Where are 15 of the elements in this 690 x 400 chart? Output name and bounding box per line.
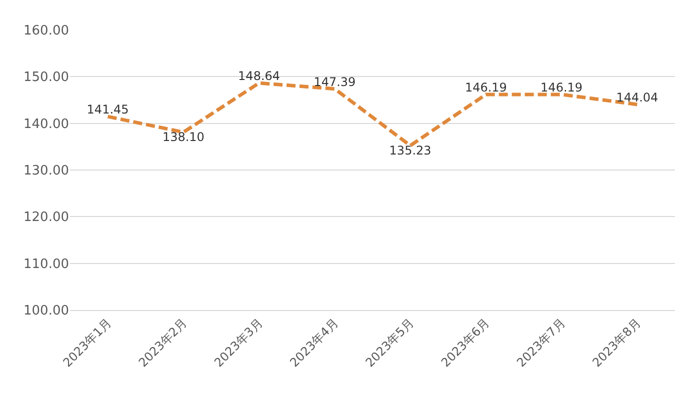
y-tick-label: 110.00 xyxy=(24,256,69,272)
data-label: 146.19 xyxy=(540,80,583,94)
data-label: 135.23 xyxy=(389,144,432,158)
y-tick-label: 160.00 xyxy=(24,24,69,39)
data-label: 146.19 xyxy=(464,80,507,94)
y-tick-label: 150.00 xyxy=(24,70,69,86)
y-tick-label: 130.00 xyxy=(24,164,69,179)
y-tick-label: 100.00 xyxy=(24,304,69,319)
y-tick-label: 120.00 xyxy=(24,210,69,226)
data-label: 148.64 xyxy=(238,69,280,84)
data-label: 138.10 xyxy=(162,130,204,144)
y-tick-label: 140.00 xyxy=(24,116,69,132)
data-label: 141.45 xyxy=(86,102,129,117)
data-label: 144.04 xyxy=(616,90,658,104)
data-label: 147.39 xyxy=(314,74,356,89)
